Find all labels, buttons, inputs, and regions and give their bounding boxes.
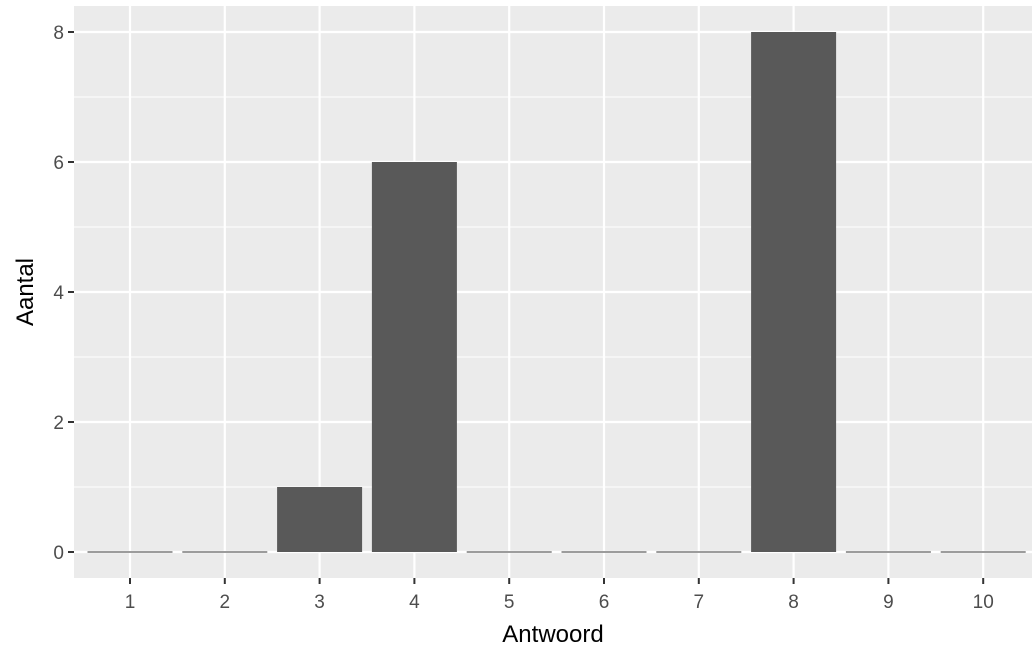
x-tick-label: 9 xyxy=(883,592,894,613)
x-axis-title: Antwoord xyxy=(502,621,603,648)
bar-1 xyxy=(87,551,173,553)
y-tick-label: 4 xyxy=(53,283,64,304)
bars-layer xyxy=(87,32,1026,553)
bar-10 xyxy=(940,551,1026,553)
y-axis: 0 2 4 6 8 xyxy=(53,23,74,564)
y-axis-title: Aantal xyxy=(12,258,39,326)
x-tick-label: 4 xyxy=(409,592,420,613)
bar-6 xyxy=(561,551,647,553)
x-tick-label: 7 xyxy=(694,592,705,613)
x-tick-label: 5 xyxy=(504,592,515,613)
x-tick-label: 10 xyxy=(973,592,994,613)
y-tick-label: 6 xyxy=(53,153,64,174)
bar-5 xyxy=(466,551,552,553)
y-tick-label: 8 xyxy=(53,23,64,44)
x-tick-label: 1 xyxy=(125,592,136,613)
x-tick-label: 3 xyxy=(314,592,325,613)
bar-9 xyxy=(845,551,931,553)
y-tick-label: 0 xyxy=(53,543,64,564)
x-tick-label: 6 xyxy=(599,592,610,613)
x-tick-label: 2 xyxy=(220,592,231,613)
y-tick-label: 2 xyxy=(53,413,64,434)
major-gridlines xyxy=(74,6,1032,578)
minor-gridlines xyxy=(74,96,1032,488)
bar-3 xyxy=(277,487,363,552)
bar-4 xyxy=(371,162,457,552)
bar-7 xyxy=(656,551,742,553)
bar-8 xyxy=(751,32,837,552)
bar-2 xyxy=(182,551,268,553)
x-axis: 1 2 3 4 5 6 7 8 9 10 xyxy=(125,578,994,613)
x-tick-label: 8 xyxy=(788,592,799,613)
